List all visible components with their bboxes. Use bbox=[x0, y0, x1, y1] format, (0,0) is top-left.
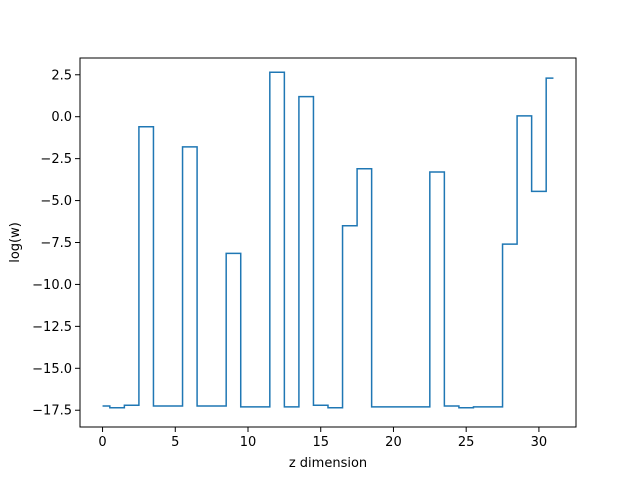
x-tick-label: 15 bbox=[312, 435, 329, 450]
x-tick-label: 5 bbox=[171, 435, 179, 450]
y-tick-label: −5.0 bbox=[40, 194, 72, 209]
x-tick-label: 25 bbox=[458, 435, 475, 450]
x-tick-label: 30 bbox=[531, 435, 548, 450]
x-tick-label: 10 bbox=[240, 435, 257, 450]
y-tick-label: 2.5 bbox=[51, 68, 72, 83]
y-tick-label: −17.5 bbox=[32, 404, 72, 419]
x-tick-label: 20 bbox=[385, 435, 402, 450]
y-tick-label: −2.5 bbox=[40, 152, 72, 167]
x-tick-label: 0 bbox=[98, 435, 106, 450]
x-axis-label: z dimension bbox=[289, 456, 367, 471]
y-axis-label: log(w) bbox=[8, 222, 23, 263]
y-tick-label: −10.0 bbox=[32, 278, 72, 293]
y-tick-label: 0.0 bbox=[51, 110, 72, 125]
y-tick-label: −7.5 bbox=[40, 236, 72, 251]
y-tick-label: −15.0 bbox=[32, 362, 72, 377]
y-tick-label: −12.5 bbox=[32, 320, 72, 335]
